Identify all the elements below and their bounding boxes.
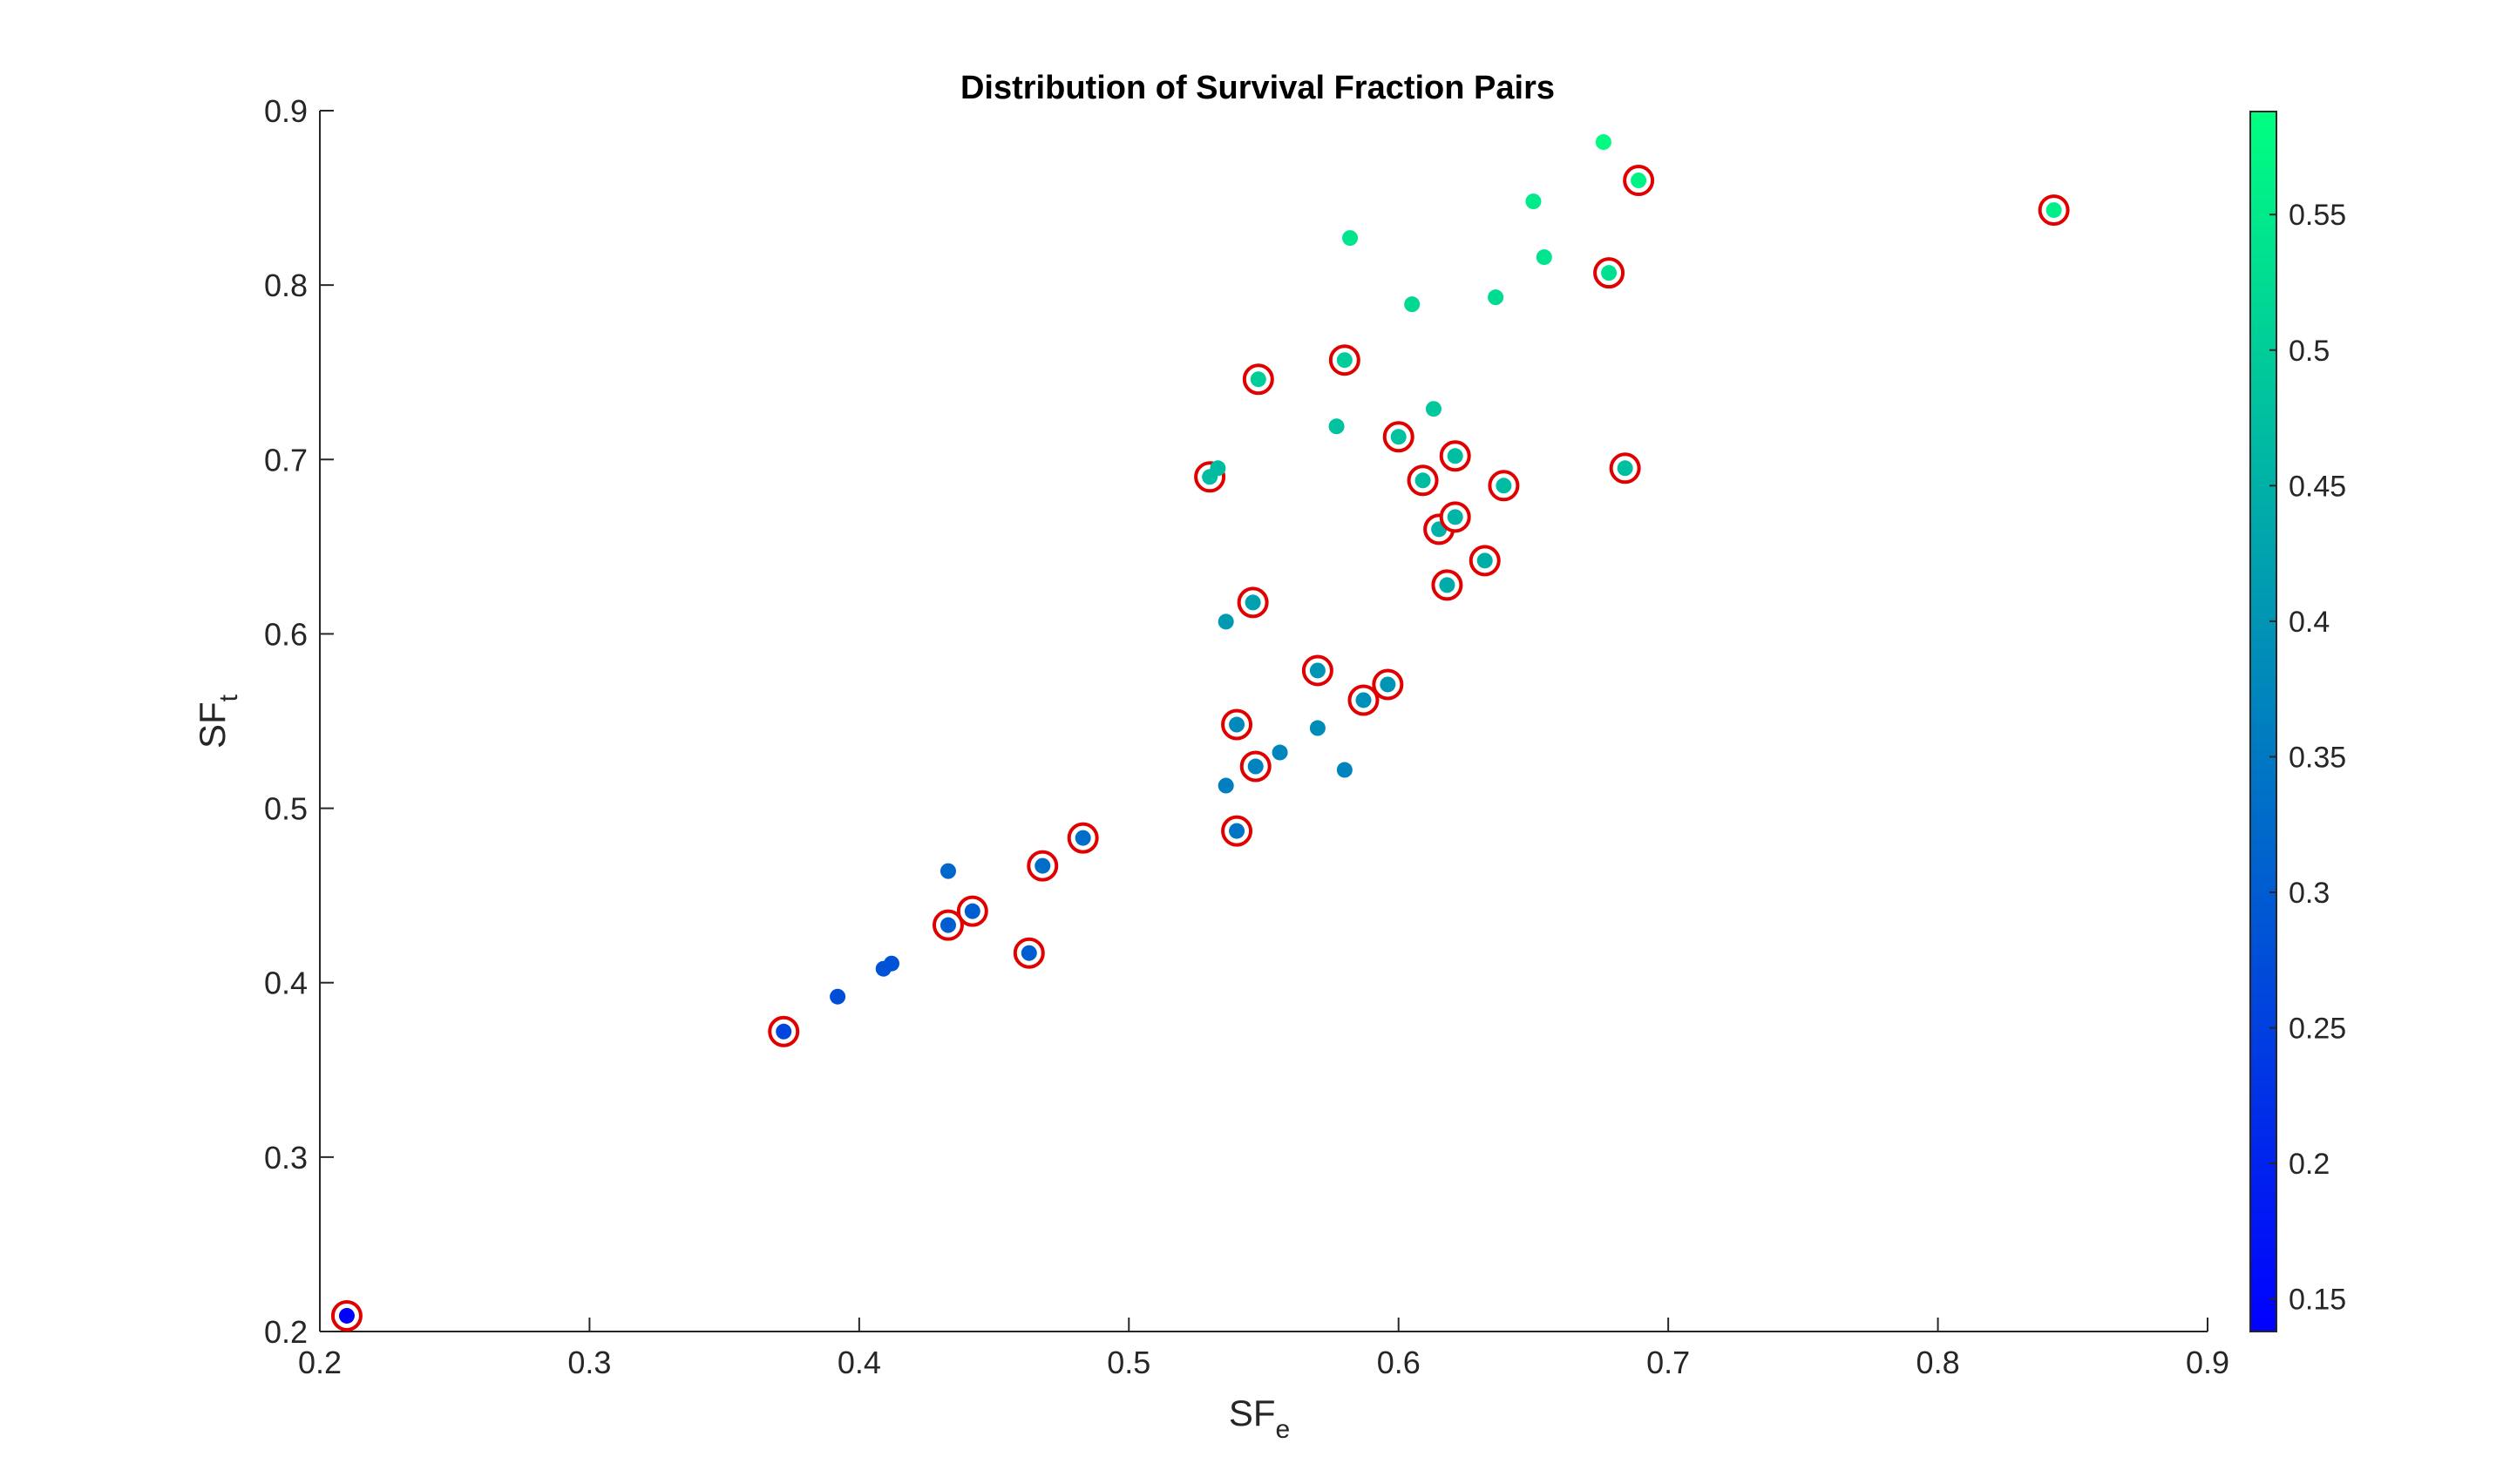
- colorbar-tick-label: 0.4: [2289, 606, 2330, 639]
- data-point: [1218, 777, 1234, 794]
- colorbar-tick-label: 0.55: [2289, 199, 2346, 232]
- y-tick-label: 0.7: [264, 442, 308, 478]
- y-axis-label: SFt: [192, 694, 243, 749]
- data-point: [940, 917, 956, 933]
- data-point: [1425, 401, 1442, 417]
- data-point: [1404, 296, 1421, 313]
- x-tick-label: 0.4: [838, 1345, 881, 1380]
- y-axis-label-subscript: t: [214, 694, 243, 701]
- data-point: [1245, 594, 1261, 611]
- data-point: [830, 988, 846, 1005]
- colorbar-tick-label: 0.25: [2289, 1013, 2346, 1046]
- x-tick-label: 0.7: [1646, 1345, 1690, 1380]
- data-point: [1380, 676, 1396, 693]
- data-point: [1447, 448, 1463, 464]
- data-point: [1617, 460, 1633, 477]
- data-point: [1309, 662, 1326, 679]
- y-tick-label: 0.3: [264, 1140, 308, 1176]
- data-point: [1218, 613, 1234, 630]
- data-point: [2045, 202, 2062, 219]
- y-axis-ticks: 0.2 0.3 0.4 0.5 0.6 0.7 0.8 0.9: [264, 93, 334, 1350]
- data-point: [1447, 509, 1463, 525]
- data-point: [1229, 716, 1245, 733]
- data-point: [1488, 289, 1504, 306]
- data-point: [338, 1307, 355, 1324]
- scatter-points: [330, 134, 2070, 1332]
- data-point: [1250, 371, 1266, 388]
- colorbar-tick-label: 0.5: [2289, 335, 2330, 368]
- data-point: [1390, 429, 1407, 445]
- data-point: [1601, 265, 1618, 281]
- data-point: [940, 863, 956, 879]
- data-point: [1035, 857, 1051, 874]
- colorbar-tick-label: 0.35: [2289, 741, 2346, 774]
- x-tick-label: 0.8: [1916, 1345, 1960, 1380]
- data-point: [1229, 823, 1245, 839]
- x-tick-label: 0.9: [2186, 1345, 2229, 1380]
- data-point: [1247, 758, 1264, 775]
- data-point: [1414, 472, 1431, 489]
- colorbar: 0.15 0.2 0.25 0.3 0.35 0.4 0.45 0.5 0.55: [2249, 111, 2346, 1332]
- data-point: [1355, 692, 1372, 708]
- plot-axes: [319, 111, 2208, 1332]
- data-point: [1328, 418, 1345, 435]
- y-tick-label: 0.5: [264, 791, 308, 827]
- colorbar-tick-label: 0.45: [2289, 470, 2346, 503]
- data-point: [1336, 352, 1353, 369]
- y-tick-label: 0.6: [264, 616, 308, 652]
- data-point: [1439, 577, 1455, 593]
- data-point: [964, 903, 980, 919]
- colorbar-tick-label: 0.15: [2289, 1284, 2346, 1317]
- data-point: [1525, 193, 1542, 210]
- y-tick-label: 0.2: [264, 1314, 308, 1350]
- colorbar-tick-label: 0.2: [2289, 1148, 2330, 1181]
- y-tick-label: 0.8: [264, 268, 308, 303]
- data-point: [1309, 720, 1326, 736]
- x-tick-label: 0.5: [1107, 1345, 1150, 1380]
- x-tick-label: 0.2: [298, 1345, 342, 1380]
- data-point: [1595, 134, 1611, 151]
- x-tick-label: 0.3: [567, 1345, 611, 1380]
- data-point: [1075, 830, 1091, 846]
- y-tick-label: 0.4: [264, 966, 308, 1001]
- data-point: [1476, 552, 1493, 569]
- colorbar-ticks: 0.15 0.2 0.25 0.3 0.35 0.4 0.45 0.5 0.55: [2269, 199, 2346, 1317]
- data-point: [1496, 478, 1512, 494]
- data-point: [1210, 460, 1226, 477]
- x-axis-label-subscript: e: [1275, 1415, 1290, 1444]
- data-point: [1021, 945, 1037, 961]
- y-tick-label: 0.9: [264, 93, 308, 129]
- chart-title: Distribution of Survival Fraction Pairs: [960, 70, 1555, 106]
- x-tick-label: 0.6: [1377, 1345, 1421, 1380]
- data-point: [1536, 249, 1552, 266]
- data-point: [1342, 230, 1359, 247]
- x-axis-ticks: 0.2 0.3 0.4 0.5 0.6 0.7 0.8 0.9: [298, 1318, 2229, 1380]
- data-point: [1336, 762, 1353, 778]
- data-point: [1272, 744, 1288, 761]
- data-point: [883, 955, 899, 972]
- data-point: [776, 1023, 792, 1040]
- colorbar-tick-label: 0.3: [2289, 877, 2330, 910]
- colorbar-gradient: [2249, 111, 2277, 1332]
- x-axis-label: SFe: [1229, 1393, 1290, 1444]
- data-point: [1631, 173, 1647, 189]
